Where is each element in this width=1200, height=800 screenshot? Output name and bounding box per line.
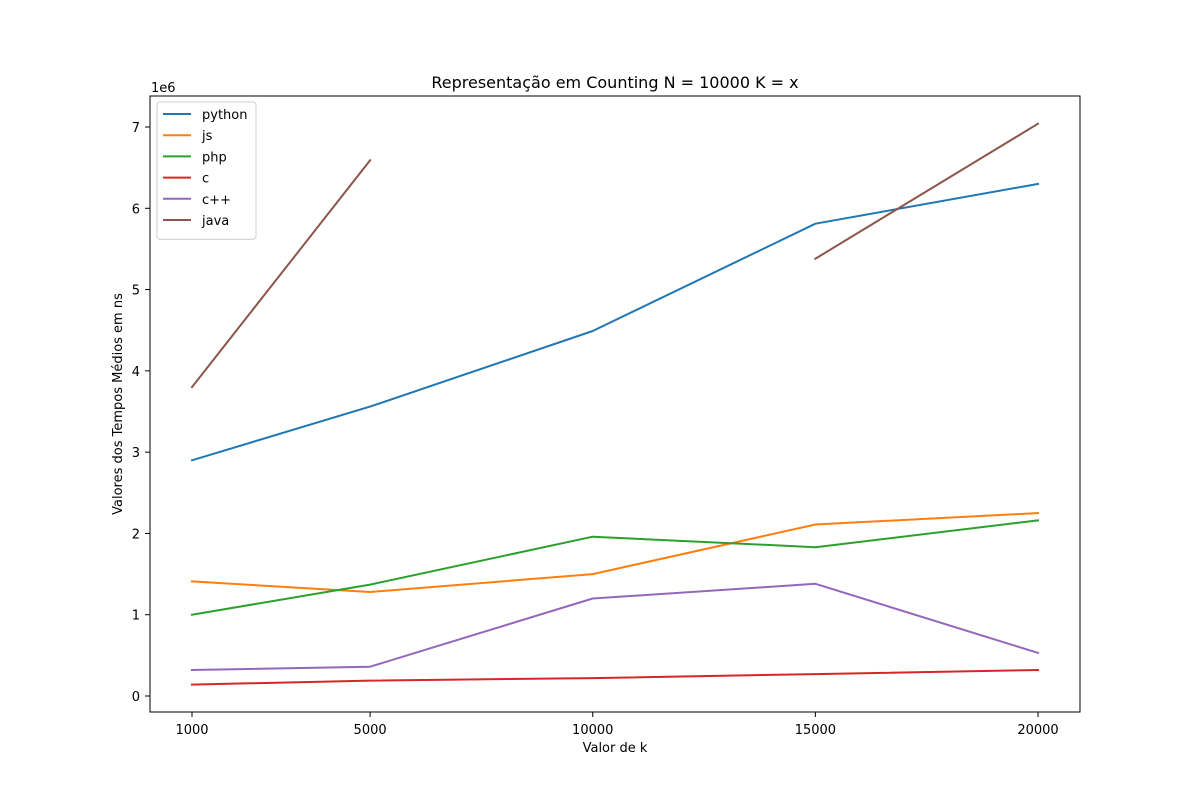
series-line-cplusplus [190, 582, 1040, 672]
legend-box [156, 101, 257, 240]
x-tick-label: 10000 [572, 723, 613, 738]
series-line-php [190, 519, 1040, 616]
y-tick-label: 3 [132, 446, 140, 461]
y-tick-label: 2 [132, 527, 140, 542]
legend-label: python [202, 108, 247, 123]
series-line-java [190, 158, 372, 389]
y-offset-label: 1e6 [151, 81, 176, 96]
y-tick-label: 1 [132, 609, 140, 624]
y-tick-label: 7 [132, 121, 140, 136]
legend-label: java [201, 214, 229, 229]
y-tick-label: 5 [132, 284, 140, 299]
x-tick-label: 5000 [354, 723, 387, 738]
series-line-c [190, 668, 1040, 686]
chart-title: Representação em Counting N = 10000 K = … [431, 73, 798, 92]
y-axis: 0 1 2 3 4 5 6 7 [132, 121, 150, 705]
y-tick-label: 4 [132, 365, 140, 380]
series-layer [190, 122, 1040, 686]
legend: python js php c c++ java [156, 101, 257, 240]
x-tick-label: 15000 [795, 723, 836, 738]
series-line-java [814, 122, 1040, 261]
x-axis: 1000 5000 10000 15000 20000 [175, 712, 1059, 738]
series-line-python [190, 182, 1040, 462]
y-axis-label: Valores dos Tempos Médios em ns [111, 293, 126, 515]
legend-label: js [201, 129, 213, 144]
x-tick-label: 20000 [1017, 723, 1058, 738]
x-tick-label: 1000 [175, 723, 208, 738]
legend-label: c++ [202, 193, 231, 208]
series-line-js [190, 512, 1040, 593]
legend-label: c [202, 172, 209, 187]
y-tick-label: 6 [132, 202, 140, 217]
legend-label: php [202, 150, 227, 165]
plot-frame [149, 95, 1081, 713]
x-axis-label: Valor de k [583, 741, 648, 756]
y-tick-label: 0 [132, 690, 140, 705]
